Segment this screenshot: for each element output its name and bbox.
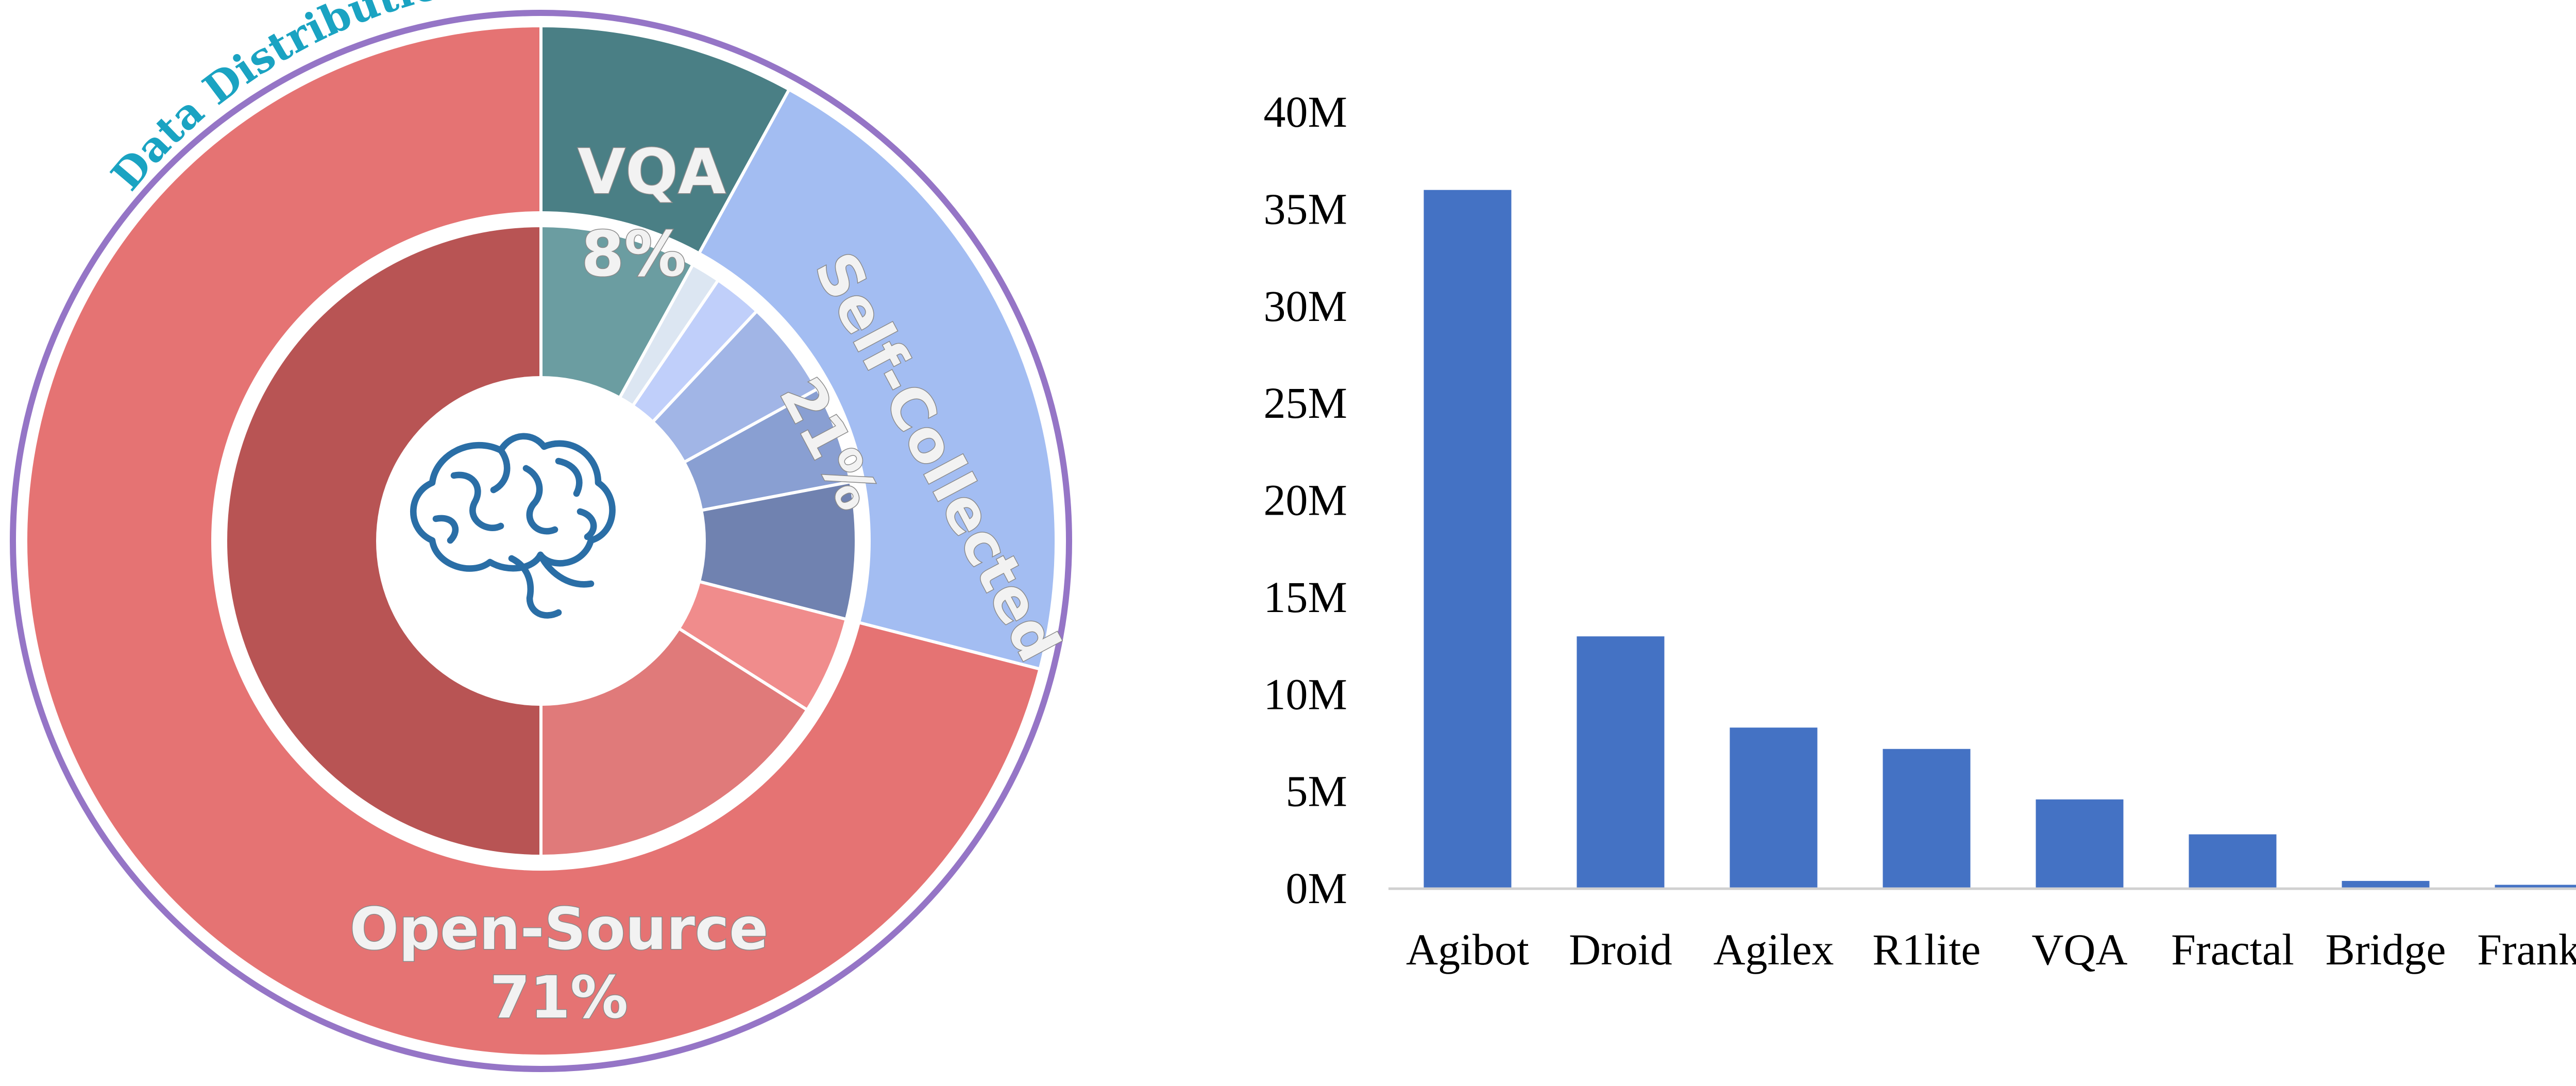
y-tick-label: 40M bbox=[1264, 87, 1347, 137]
x-axis-labels: Agibot Droid Agilex R1lite VQA Fractal Bridge F… bbox=[1406, 925, 2576, 974]
y-axis-ticks: 0M 5M 10M 15M 20M 25M 30M 35M 40M bbox=[1264, 87, 1347, 913]
y-tick-label: 20M bbox=[1264, 476, 1347, 525]
x-tick-label: Droid bbox=[1569, 925, 1672, 974]
x-tick-label: VQA bbox=[2031, 925, 2127, 974]
bar-droid bbox=[1577, 636, 1665, 889]
x-tick-label: R1lite bbox=[1872, 925, 1980, 974]
bar-r1lite bbox=[1883, 749, 1971, 889]
bar-agilex bbox=[1730, 727, 1818, 889]
x-tick-label: Fractal bbox=[2171, 925, 2294, 974]
y-tick-label: 30M bbox=[1264, 281, 1347, 331]
vqa-percent-label: 8% bbox=[581, 219, 686, 291]
open-source-label: Open-Source bbox=[350, 896, 769, 963]
y-tick-label: 10M bbox=[1264, 669, 1347, 719]
x-tick-label: Agibot bbox=[1406, 925, 1529, 974]
x-tick-label: Bridge bbox=[2325, 925, 2446, 974]
open-source-percent-label: 71% bbox=[490, 964, 628, 1031]
bar-franka bbox=[2495, 885, 2576, 889]
y-tick-label: 15M bbox=[1264, 572, 1347, 622]
y-tick-label: 35M bbox=[1264, 184, 1347, 233]
donut-chart: VQA 8% Self-Collected 21% Open-Source 71… bbox=[10, 0, 1073, 1072]
vqa-label: VQA bbox=[578, 137, 726, 208]
bar-agibot bbox=[1423, 190, 1512, 889]
brain-icon bbox=[410, 433, 616, 619]
bar-bridge bbox=[2342, 880, 2430, 889]
y-tick-label: 25M bbox=[1264, 378, 1347, 428]
bars bbox=[1423, 190, 2576, 889]
bar-vqa bbox=[2036, 799, 2124, 889]
center-hole bbox=[376, 376, 706, 706]
outer-border-ring bbox=[10, 10, 1072, 1072]
x-tick-label: Franka bbox=[2477, 925, 2576, 974]
x-tick-label: Agilex bbox=[1713, 925, 1834, 974]
bar-fractal bbox=[2189, 834, 2277, 889]
y-tick-label: 5M bbox=[1286, 767, 1347, 816]
y-tick-label: 0M bbox=[1286, 863, 1347, 913]
